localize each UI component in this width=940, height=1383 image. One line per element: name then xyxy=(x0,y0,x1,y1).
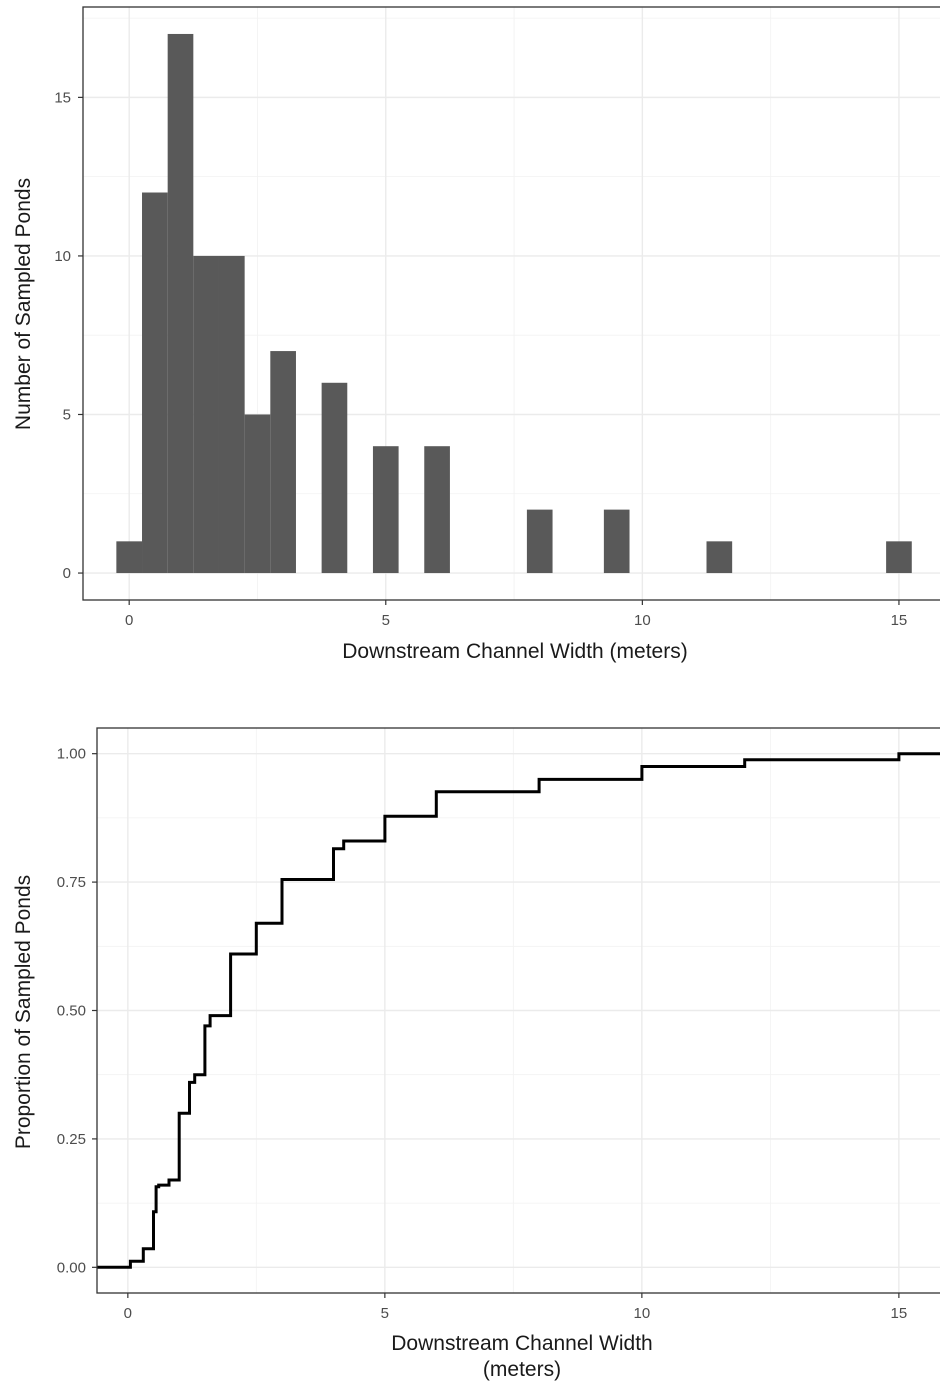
histogram-bar xyxy=(321,382,348,574)
histogram-bar xyxy=(372,446,399,574)
ecdf-ticks: 0 5 10 15 0.00 0.25 0.50 0.75 1.00 xyxy=(57,746,907,1322)
histogram-bar xyxy=(706,541,733,574)
histogram-ticks: 0 5 10 15 0 5 10 15 xyxy=(54,89,907,629)
ecdf-x-axis-title-line1: Downstream Channel Width xyxy=(391,1332,652,1355)
ecdf-x-tick-label: 5 xyxy=(381,1305,389,1322)
ecdf-y-tick-label: 0.50 xyxy=(57,1003,86,1020)
histogram-bar xyxy=(218,255,245,574)
histogram-x-axis-title: Downstream Channel Width (meters) xyxy=(342,640,687,663)
histogram-x-tick-label: 15 xyxy=(891,612,908,629)
histogram-bar xyxy=(244,414,271,574)
histogram-bar xyxy=(270,351,296,574)
histogram-y-tick-label: 10 xyxy=(54,248,71,265)
ecdf-x-tick-label: 15 xyxy=(891,1305,908,1322)
ecdf-chart: 0 5 10 15 0.00 0.25 0.50 0.75 1.00 Downstream Ch… xyxy=(12,727,940,1381)
histogram-bar xyxy=(886,541,912,574)
histogram-bar xyxy=(526,509,553,574)
ecdf-x-tick-label: 10 xyxy=(634,1305,651,1322)
ecdf-x-axis-title-line2: (meters) xyxy=(483,1358,561,1381)
histogram-bar xyxy=(603,509,630,574)
ecdf-y-tick-label: 1.00 xyxy=(57,746,86,763)
ecdf-y-tick-label: 0.75 xyxy=(57,874,86,891)
ecdf-x-tick-label: 0 xyxy=(124,1305,132,1322)
ecdf-y-tick-label: 0.25 xyxy=(57,1131,86,1148)
histogram-y-axis-title: Number of Sampled Ponds xyxy=(12,178,35,430)
histogram-bars xyxy=(116,33,912,574)
histogram-y-tick-label: 15 xyxy=(54,89,71,106)
histogram-panel-border xyxy=(82,6,940,601)
histogram-bar xyxy=(116,541,143,574)
histogram-y-tick-label: 5 xyxy=(63,406,71,423)
ecdf-y-axis-title: Proportion of Sampled Ponds xyxy=(12,875,35,1149)
histogram-x-tick-label: 0 xyxy=(125,612,133,629)
histogram-x-tick-label: 5 xyxy=(382,612,390,629)
ecdf-step-line xyxy=(97,752,940,1269)
histogram-bar xyxy=(167,33,194,574)
histogram-x-tick-label: 10 xyxy=(634,612,651,629)
histogram-chart: 0 5 10 15 0 5 10 15 Downstream Channel Width (m… xyxy=(12,6,940,663)
ecdf-y-tick-label: 0.00 xyxy=(57,1259,86,1276)
ecdf-gridlines xyxy=(97,728,940,1293)
histogram-bar xyxy=(193,255,219,574)
histogram-bar xyxy=(424,446,450,574)
histogram-y-tick-label: 0 xyxy=(63,565,71,582)
histogram-bar xyxy=(142,192,168,574)
